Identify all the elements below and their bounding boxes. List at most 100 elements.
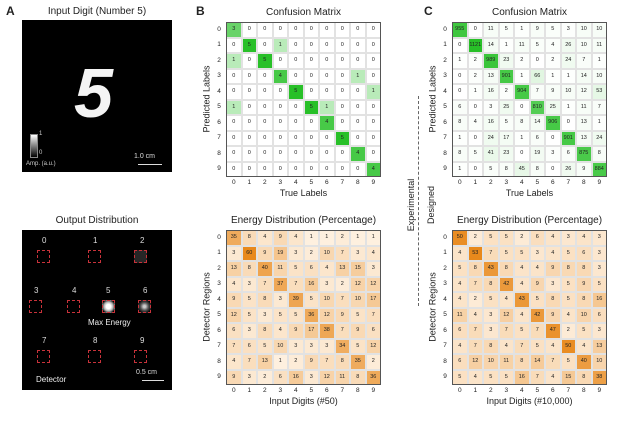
heatmap-cell: 5 — [483, 292, 499, 308]
heatmap-cell: 2 — [467, 68, 483, 84]
colorbar — [30, 134, 38, 158]
heatmap-cell: 5 — [560, 245, 576, 261]
heatmap-cell: 6 — [241, 338, 257, 354]
heatmap-cell: 10 — [576, 307, 592, 323]
colorbar-label: Amp. (a.u.) — [26, 161, 56, 167]
scale-label-output: 0.5 cm — [136, 369, 158, 376]
region-label-4: 4 — [72, 286, 77, 295]
colorbar-max: 1 — [39, 131, 43, 137]
heatmap-cell: 0 — [272, 146, 288, 162]
heatmap-cell: 3 — [319, 276, 335, 292]
heatmap-cell: 0 — [257, 115, 273, 131]
heatmap-cell: 2 — [467, 53, 483, 69]
heatmap-cell: 0 — [241, 130, 257, 146]
heatmap-cell: 810 — [529, 99, 545, 115]
heatmap-cell: 1 — [467, 84, 483, 100]
heatmap-cell: 12 — [467, 354, 483, 370]
y-tick-label: 8 — [443, 357, 447, 365]
heatmap-cell: 0 — [272, 115, 288, 131]
heatmap-cell: 37 — [272, 276, 288, 292]
heatmap-cell: 0 — [303, 53, 319, 69]
heatmap-cell: 41 — [483, 146, 499, 162]
heatmap-cell: 7 — [365, 307, 381, 323]
heatmap-cell: 1 — [350, 230, 366, 246]
heatmap-cell: 12 — [319, 307, 335, 323]
heatmap-cell: 0 — [288, 68, 304, 84]
heatmap-cell: 5 — [560, 354, 576, 370]
y-tick-label: 2 — [443, 56, 447, 64]
heatmap-cell: 0 — [241, 53, 257, 69]
heatmap-cell: 3 — [483, 307, 499, 323]
y-tick-label: 0 — [217, 25, 221, 33]
heatmap-cell: 14 — [576, 68, 592, 84]
heatmap-cell: 5 — [241, 292, 257, 308]
x-tick-label: 7 — [340, 179, 345, 186]
heatmap-cell: 5 — [498, 22, 514, 38]
heatmap-cell: 8 — [241, 261, 257, 277]
heatmap-cell: 4 — [498, 338, 514, 354]
heatmap-cell: 3 — [272, 292, 288, 308]
region-label-7: 7 — [42, 336, 47, 345]
heatmap-cell: 60 — [241, 245, 257, 261]
x-tick-label: 9 — [371, 179, 376, 186]
heatmap-cell: 0 — [319, 37, 335, 53]
heatmap-cell: 9 — [529, 276, 545, 292]
divider-line — [418, 96, 419, 306]
y-tick-label: 4 — [217, 295, 221, 303]
heatmap-cell: 0 — [350, 84, 366, 100]
heatmap-cell: 9 — [288, 323, 304, 339]
x-tick-label: 1 — [247, 387, 252, 394]
heatmap-cell: 5 — [288, 84, 304, 100]
x-tick-label: 0 — [457, 387, 462, 394]
heatmap-cell: 0 — [257, 130, 273, 146]
heatmap-cell: 0 — [303, 37, 319, 53]
heatmap-cell: 8 — [257, 292, 273, 308]
heatmap-cell: 1 — [272, 354, 288, 370]
heatmap-cell: 11 — [272, 261, 288, 277]
heatmap-cell: 4 — [545, 230, 561, 246]
heatmap-cell: 5 — [257, 53, 273, 69]
scale-label-input: 1.0 cm — [134, 153, 156, 160]
heatmap-cell: 16 — [483, 84, 499, 100]
heatmap-cell: 19 — [272, 245, 288, 261]
x-tick-label: 7 — [566, 387, 571, 394]
heatmap-cell: 3 — [288, 338, 304, 354]
heatmap-cell: 2 — [498, 84, 514, 100]
heatmap-cell: 5 — [350, 338, 366, 354]
x-tick-label: 0 — [231, 387, 236, 394]
heatmap-cell: 4 — [272, 323, 288, 339]
heatmap-cell: 0 — [288, 115, 304, 131]
heatmap-cell: 66 — [529, 68, 545, 84]
heatmap-cell: 17 — [303, 323, 319, 339]
heatmap-cell: 0 — [257, 146, 273, 162]
heatmap-cell: 0 — [241, 84, 257, 100]
heatmap-cell: 3 — [350, 245, 366, 261]
heatmap-cell: 5 — [288, 307, 304, 323]
heatmap-cell: 0 — [319, 68, 335, 84]
heatmap-cell: 4 — [514, 307, 530, 323]
detector-region-3 — [29, 300, 42, 313]
heatmap-cell: 0 — [334, 146, 350, 162]
heatmap-cell: 0 — [350, 115, 366, 131]
heatmap-cell: 35 — [350, 354, 366, 370]
y-tick-label: 9 — [217, 373, 221, 381]
heatmap-cell: 0 — [514, 146, 530, 162]
heatmap-cell: 4 — [560, 307, 576, 323]
x-tick-label: 5 — [309, 387, 314, 394]
heatmap-cell: 11 — [498, 354, 514, 370]
heatmap-cell: 10 — [319, 292, 335, 308]
heatmap-cell: 34 — [334, 338, 350, 354]
x-tick-label: 6 — [324, 179, 329, 186]
heatmap-cell: 3 — [560, 230, 576, 246]
heatmap-cell: 4 — [545, 338, 561, 354]
x-axis-label: Input Digits (#10,000) — [486, 396, 573, 406]
experimental-label: Experimental — [406, 178, 416, 232]
detector-region-1 — [88, 250, 101, 263]
heatmap-cell: 901 — [560, 130, 576, 146]
heatmap-cell: 4 — [514, 276, 530, 292]
heatmap-cell: 1121 — [467, 37, 483, 53]
detector-region-8 — [88, 350, 101, 363]
heatmap-cell: 1 — [319, 99, 335, 115]
heatmap-cell: 8 — [576, 261, 592, 277]
heatmap-cell: 989 — [483, 53, 499, 69]
